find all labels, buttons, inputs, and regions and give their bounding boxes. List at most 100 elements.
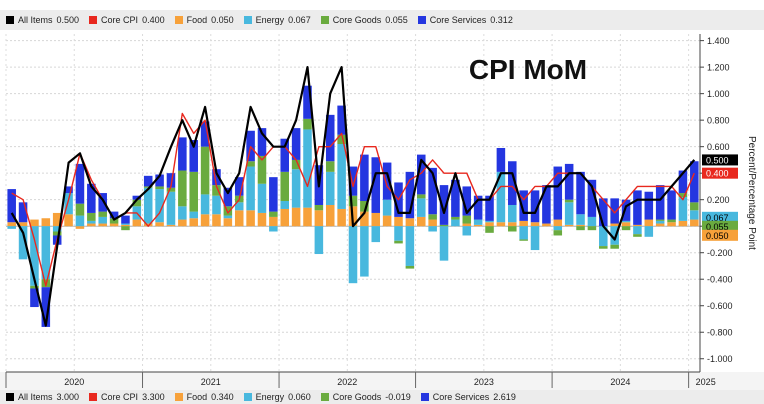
bar-segment [690, 161, 699, 203]
legend-bottom-item-5: Core Services 2.619 [420, 392, 516, 402]
chart-title: CPI MoM [469, 54, 587, 85]
bar-segment [678, 197, 688, 221]
y-tick-label: 0.200 [707, 195, 730, 205]
bar-segment [223, 215, 233, 219]
bar-segment [599, 226, 608, 247]
bar-segment [416, 216, 426, 227]
bar-segment [416, 154, 426, 195]
bar-segment [439, 224, 449, 227]
legend-bottom-item-3: Energy 0.060 [243, 392, 311, 402]
bar-segment [280, 171, 290, 202]
bar-segment [530, 226, 540, 251]
bar-segment [325, 171, 335, 205]
bar-segment [189, 211, 198, 219]
end-label: 0.500 [706, 155, 729, 165]
legend-top-value: 0.067 [288, 15, 311, 25]
bar-segment [200, 146, 210, 195]
legend-top-label: All Items [18, 15, 53, 25]
bar-segment [496, 147, 506, 172]
bar-segment [416, 198, 426, 217]
x-tick-label: 2022 [337, 377, 357, 387]
legend-top-label: Core CPI [101, 15, 139, 25]
legend-bottom-value: 3.000 [56, 392, 80, 402]
bar-segment [223, 218, 233, 227]
bar-segment [291, 169, 301, 208]
bar-segment [246, 166, 255, 211]
bar-segment [303, 85, 312, 119]
bar-segment [132, 195, 142, 200]
bar-segment [633, 224, 642, 227]
bar-segment [280, 208, 290, 227]
bar-segment [564, 199, 574, 203]
bar-segment [382, 215, 392, 227]
bar-segment [644, 226, 654, 237]
bar-segment [303, 207, 312, 227]
bar-segment [234, 177, 244, 196]
end-label: 0.067 [706, 213, 729, 223]
bar-segment [394, 226, 403, 241]
bar-segment [212, 195, 221, 215]
bar-segment [41, 226, 51, 280]
bar-segment [667, 219, 676, 223]
bar-segment [257, 128, 267, 156]
bar-segment [621, 199, 631, 221]
bar-segment [337, 105, 346, 135]
bar-segment [7, 226, 16, 229]
legend-bottom-value: 0.340 [211, 392, 234, 402]
legend-top-value: 0.055 [385, 15, 408, 25]
legend-top-item-2: Food 0.050 [174, 15, 234, 25]
legend-bottom-swatch [420, 393, 429, 401]
legend-bottom: All Items 3.000 Core CPI 3.300 Food 0.340 Ener… [0, 390, 764, 404]
legend-top-swatch [243, 16, 252, 24]
bar-segment [155, 222, 164, 227]
bar-segment [655, 220, 665, 224]
bar-segment [75, 226, 85, 229]
bar-segment [189, 218, 198, 227]
bar-segment [87, 223, 96, 227]
bar-segment [121, 215, 130, 224]
legend-top-label: Energy [255, 15, 285, 25]
bar-segment [41, 287, 51, 327]
end-label: 0.400 [706, 169, 729, 179]
bar-segment [52, 212, 62, 227]
legend-top-label: Food [186, 15, 208, 25]
bar-segment [576, 171, 585, 215]
bar-segment [18, 226, 28, 260]
legend-top-swatch [174, 16, 183, 24]
bar-segment [690, 210, 699, 220]
legend-top-value: 0.400 [142, 15, 165, 25]
legend-bottom-value: 2.619 [493, 392, 516, 402]
legend-bottom-label: Core CPI [101, 392, 139, 402]
bar-segment [621, 220, 631, 223]
bar-segment [189, 171, 198, 212]
bar-segment [405, 218, 415, 227]
bar-segment [382, 199, 392, 216]
bar-segment [439, 185, 449, 225]
bar-segment [348, 226, 358, 284]
bar-segment [587, 226, 597, 231]
bar-segment [360, 154, 369, 202]
bar-segment [428, 226, 437, 232]
end-label-box [702, 220, 738, 232]
bar-segment [678, 193, 688, 198]
bar-segment [462, 215, 472, 224]
bar-segment [178, 170, 187, 207]
bar-segment [576, 224, 585, 227]
bar-segment [451, 219, 460, 227]
legend-top: All Items 0.500 Core CPI 0.400 Food 0.050 Ener… [0, 10, 764, 30]
legend-top-value: 0.500 [56, 15, 80, 25]
bar-segment [496, 171, 506, 223]
bar-segment [212, 214, 221, 227]
bar-segment [599, 246, 608, 249]
bar-segment [519, 220, 528, 227]
bar-segment [155, 186, 164, 190]
bar-segment [64, 193, 73, 215]
bar-segment [189, 140, 198, 172]
bar-segment [633, 234, 642, 237]
bar-segment [75, 163, 85, 204]
bar-segment [462, 223, 472, 227]
bar-segment [257, 183, 267, 213]
legend-top-item-3: Energy 0.067 [243, 15, 311, 25]
bar-segment [633, 226, 642, 235]
